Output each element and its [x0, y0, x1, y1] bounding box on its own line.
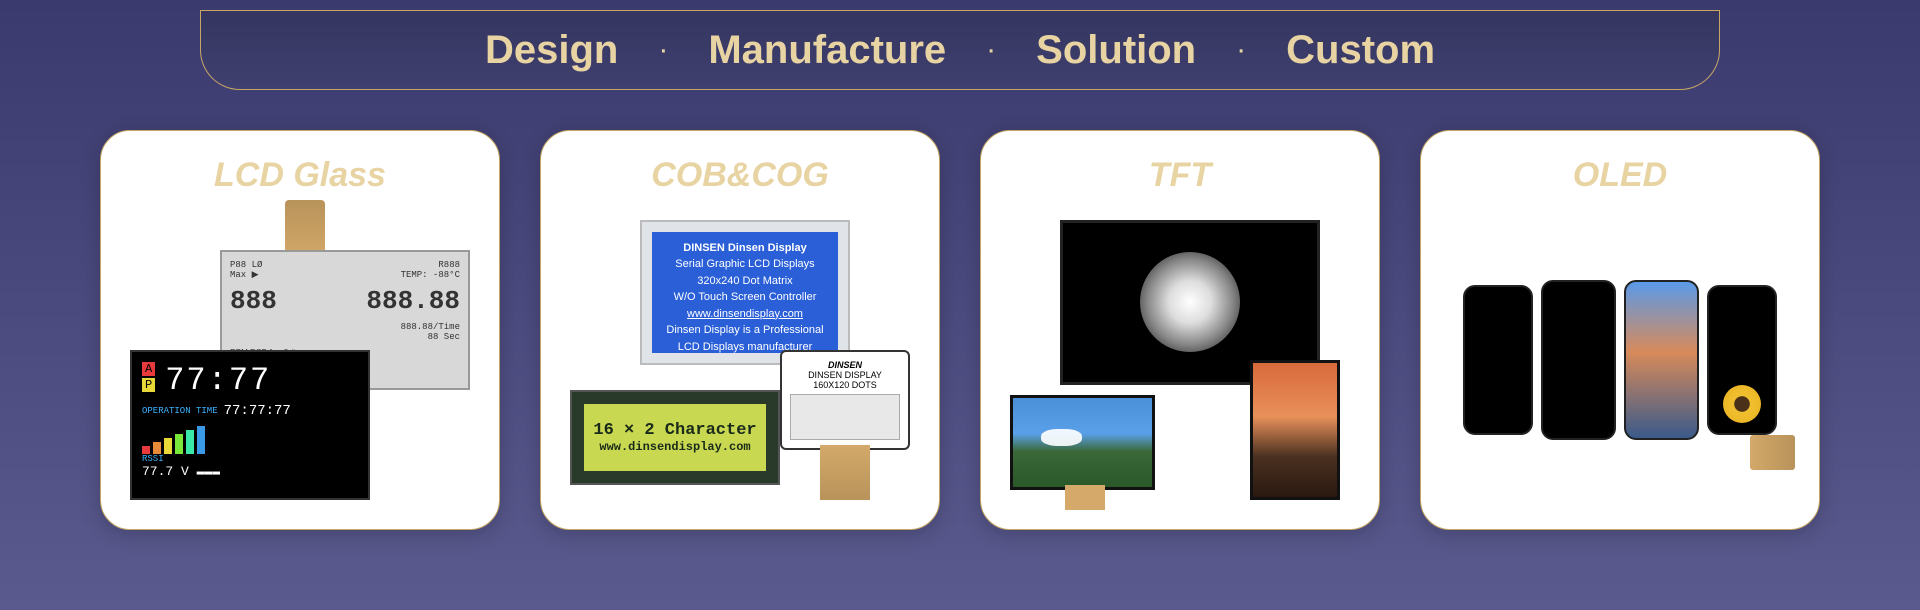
- card-cob-cog[interactable]: COB&COG DINSEN Dinsen Display Serial Gra…: [540, 130, 940, 530]
- tft-display-portrait: [1250, 360, 1340, 500]
- seg-time: 77:77:77: [224, 403, 291, 419]
- phone-display-icon: [1463, 285, 1533, 435]
- lcd-url: www.dinsendisplay.com: [599, 440, 750, 454]
- lcd-product-image: P88 LØ R888 Max ▶ TEMP: -88°C 888 888.88…: [130, 220, 470, 500]
- header-word-design: Design: [485, 28, 618, 73]
- card-title: TFT: [1149, 156, 1211, 195]
- lcd-text: 160X120 DOTS: [790, 380, 900, 390]
- tft-display-landscape: [1010, 395, 1155, 490]
- lcd-text: 320x240 Dot Matrix: [656, 273, 834, 290]
- product-cards-row: LCD Glass P88 LØ R888 Max ▶ TEMP: -88°C …: [0, 90, 1920, 530]
- brand-text: DINSEN Dinsen Display: [656, 240, 834, 257]
- flex-ribbon-icon: [1750, 435, 1795, 470]
- card-title: COB&COG: [651, 156, 829, 195]
- badge: A: [142, 362, 155, 376]
- phone-display-icon: [1707, 285, 1777, 435]
- lcd-text: DINSEN DISPLAY: [790, 370, 900, 380]
- card-title: LCD Glass: [214, 156, 386, 195]
- header-word-solution: Solution: [1036, 28, 1196, 73]
- card-body: P88 LØ R888 Max ▶ TEMP: -88°C 888 888.88…: [121, 215, 479, 504]
- signal-bars-icon: [142, 424, 220, 454]
- rssi-label: RSSI: [142, 454, 220, 464]
- seg-text: R888: [438, 260, 460, 270]
- header-separator: ·: [986, 33, 996, 67]
- lcd-segment-panel-black: A P 77:77 OPERATION TIME 77:77:77: [130, 350, 370, 500]
- lcd-text: W/O Touch Screen Controller: [656, 289, 834, 306]
- card-title: OLED: [1573, 156, 1667, 195]
- lcd-url: www.dinsendisplay.com: [656, 306, 834, 323]
- seg-text: 888.88/Time: [401, 322, 460, 332]
- graphic-lcd-blue: DINSEN Dinsen Display Serial Graphic LCD…: [640, 220, 850, 365]
- card-body: [1001, 215, 1359, 504]
- small-lcd-module: DINSEN DINSEN DISPLAY 160X120 DOTS: [780, 350, 910, 450]
- seg-text: Max ▶: [230, 270, 259, 280]
- header-separator: ·: [1236, 33, 1246, 67]
- voltage-line: 77.7 V ▬▬▬: [142, 464, 220, 479]
- phone-display-icon: [1624, 280, 1699, 440]
- lcd-text: Dinsen Display is a Professional: [656, 322, 834, 339]
- seg-text: P88 LØ: [230, 260, 262, 270]
- lcd-screen-icon: [790, 394, 900, 440]
- card-lcd-glass[interactable]: LCD Glass P88 LØ R888 Max ▶ TEMP: -88°C …: [100, 130, 500, 530]
- header-separator: ·: [658, 33, 668, 67]
- seg-text: TEMP: -88°C: [401, 270, 460, 280]
- phone-display-icon: [1541, 280, 1616, 440]
- seg-text: 88 Sec: [428, 332, 460, 342]
- sunflower-image-icon: [1723, 385, 1761, 423]
- header-banner: Design · Manufacture · Solution · Custom: [200, 10, 1720, 90]
- flex-ribbon-icon: [820, 445, 870, 500]
- operation-time-label: OPERATION TIME: [142, 406, 218, 416]
- tft-product-image: [1010, 220, 1350, 500]
- card-body: [1441, 215, 1799, 504]
- seg-digits: 888: [230, 286, 277, 316]
- brand-text: DINSEN: [790, 360, 900, 370]
- badge: P: [142, 378, 155, 392]
- character-lcd-green: 16 × 2 Character www.dinsendisplay.com: [570, 390, 780, 485]
- header-word-custom: Custom: [1286, 28, 1435, 73]
- card-body: DINSEN Dinsen Display Serial Graphic LCD…: [561, 215, 919, 504]
- lcd-text: 16 × 2 Character: [593, 421, 756, 440]
- lcd-text: Serial Graphic LCD Displays: [656, 256, 834, 273]
- card-oled[interactable]: OLED: [1420, 130, 1820, 530]
- oled-product-image: [1450, 220, 1790, 500]
- card-tft[interactable]: TFT: [980, 130, 1380, 530]
- seg-digits: 888.88: [366, 286, 460, 316]
- dandelion-image-icon: [1140, 252, 1240, 352]
- seg-digits-large: 77:77: [165, 362, 271, 399]
- flex-ribbon-icon: [1065, 485, 1105, 510]
- header-word-manufacture: Manufacture: [708, 28, 946, 73]
- cob-product-image: DINSEN Dinsen Display Serial Graphic LCD…: [570, 220, 910, 500]
